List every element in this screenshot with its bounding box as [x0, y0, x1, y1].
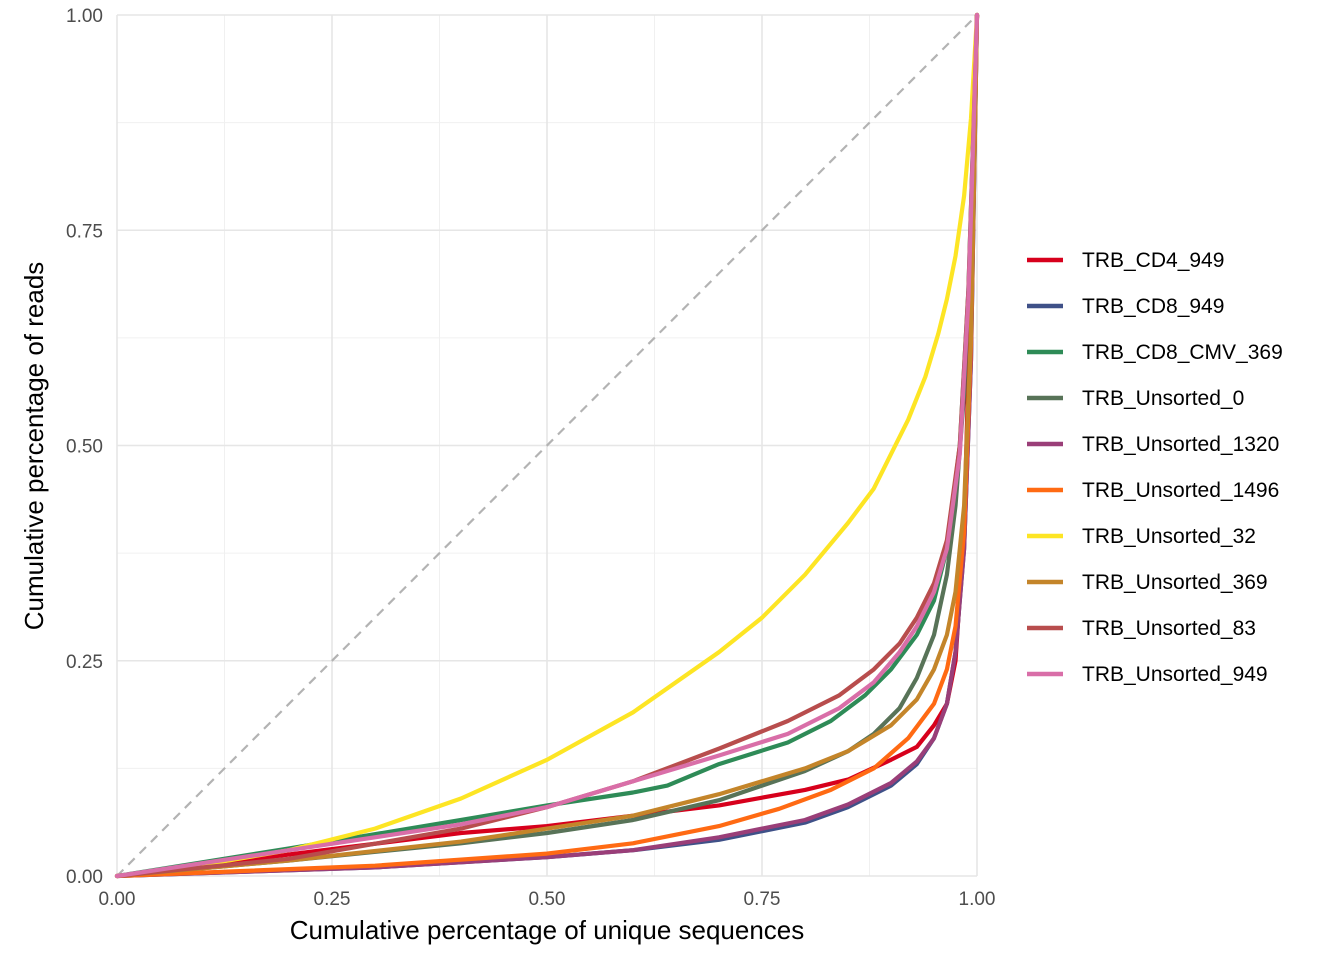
y-tick-label: 0.50 — [66, 437, 103, 458]
legend-label: TRB_CD4_949 — [1082, 249, 1224, 272]
legend-item: TRB_CD4_949 — [1027, 249, 1224, 272]
y-tick-label: 0.75 — [66, 221, 103, 242]
x-tick-label: 0.75 — [744, 889, 781, 910]
legend-item: TRB_Unsorted_32 — [1027, 525, 1256, 548]
x-axis-title: Cumulative percentage of unique sequence… — [290, 915, 805, 945]
series-lines — [114, 12, 980, 879]
legend-item: TRB_CD8_949 — [1027, 295, 1224, 318]
series-line-trb-unsorted-32 — [114, 12, 980, 879]
legend: TRB_CD4_949 TRB_CD8_949 TRB_CD8_CMV_369 TRB… — [1027, 249, 1283, 686]
legend-item: TRB_Unsorted_949 — [1027, 663, 1268, 686]
legend-item: TRB_Unsorted_1320 — [1027, 433, 1279, 456]
x-tick-labels: 0.00 0.25 0.50 0.75 1.00 — [99, 889, 996, 910]
y-tick-labels: 0.00 0.25 0.50 0.75 1.00 — [66, 6, 103, 888]
legend-label: TRB_CD8_CMV_369 — [1082, 341, 1283, 364]
legend-item: TRB_Unsorted_0 — [1027, 387, 1244, 410]
legend-item: TRB_Unsorted_83 — [1027, 617, 1256, 640]
series-line-trb-unsorted-1496 — [114, 12, 980, 879]
diagonal-reference-line — [116, 14, 978, 877]
legend-label: TRB_Unsorted_32 — [1082, 525, 1256, 548]
y-tick-label: 0.00 — [66, 867, 103, 888]
legend-label: TRB_Unsorted_1496 — [1082, 479, 1279, 502]
legend-label: TRB_Unsorted_949 — [1082, 663, 1268, 686]
legend-label: TRB_CD8_949 — [1082, 295, 1224, 318]
y-tick-label: 0.25 — [66, 652, 103, 673]
legend-label: TRB_Unsorted_1320 — [1082, 433, 1279, 456]
x-tick-label: 1.00 — [959, 889, 996, 910]
x-tick-label: 0.25 — [314, 889, 351, 910]
legend-item: TRB_CD8_CMV_369 — [1027, 341, 1283, 364]
legend-label: TRB_Unsorted_0 — [1082, 387, 1244, 410]
series-line-trb-unsorted-369 — [114, 12, 980, 879]
series-line-trb-unsorted-949 — [114, 12, 980, 879]
x-tick-label: 0.50 — [529, 889, 566, 910]
legend-item: TRB_Unsorted_1496 — [1027, 479, 1279, 502]
x-tick-label: 0.00 — [99, 889, 136, 910]
y-axis-title: Cumulative percentage of reads — [19, 262, 49, 631]
legend-label: TRB_Unsorted_369 — [1082, 571, 1268, 594]
legend-label: TRB_Unsorted_83 — [1082, 617, 1256, 640]
y-tick-label: 1.00 — [66, 6, 103, 27]
legend-item: TRB_Unsorted_369 — [1027, 571, 1268, 594]
